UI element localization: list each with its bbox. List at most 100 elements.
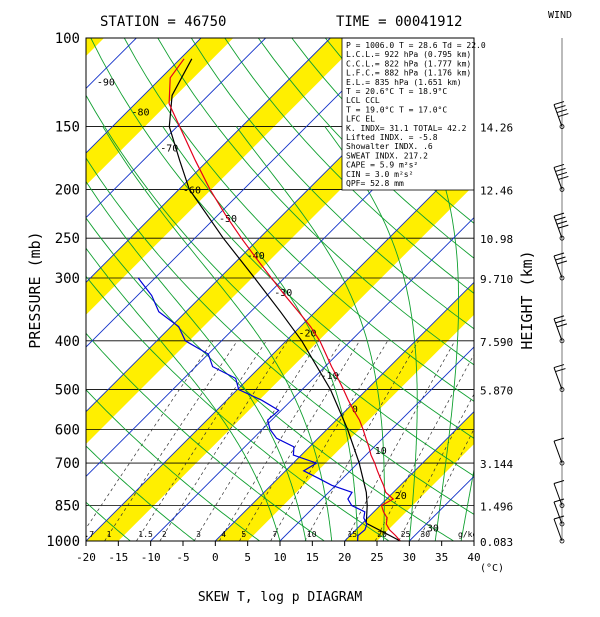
isotherm-label: -70 (160, 143, 178, 154)
mixing-ratio-label: 1.5 (138, 530, 153, 539)
moist-adiabat (421, 126, 460, 541)
temperature-tick-label: 35 (435, 551, 448, 564)
wind-barb-feather (558, 224, 569, 229)
index-line: Lifted INDX. = -5.8 (346, 133, 438, 142)
wind-barb-station (559, 538, 565, 544)
dry-adiabat (86, 275, 390, 541)
moist-adiabat (460, 467, 474, 541)
isotherm-line (86, 152, 474, 541)
isotherm-line (86, 38, 202, 154)
wind-barb-feather (553, 163, 565, 168)
dry-adiabat (190, 38, 474, 330)
wind-barb-shaft (553, 440, 563, 464)
pressure-tick-label: 200 (55, 182, 80, 198)
isotherm-line (150, 217, 474, 541)
wind-barb-shaft (553, 167, 563, 190)
dry-adiabat (90, 38, 474, 439)
temperature-tick-label: 25 (370, 551, 383, 564)
mixing-ratio-line (398, 393, 474, 541)
dewpoint-curve (137, 277, 368, 541)
temperature-tick-label: 20 (338, 551, 351, 564)
height-tick-label: 1.496 (480, 500, 513, 513)
wind-barb-feather (553, 498, 565, 503)
indices-background (341, 37, 475, 191)
pressure-tick-label: 850 (55, 498, 80, 514)
mixing-ratio-line (218, 340, 342, 541)
y-axis-label-left: PRESSURE (mb) (26, 231, 44, 348)
pressure-tick-label: 400 (55, 334, 80, 350)
temperature-tick-label: 15 (306, 551, 319, 564)
moist-adiabat (324, 126, 418, 541)
mixing-ratio-label: 2 (162, 530, 167, 539)
pressure-tick-label: 100 (55, 31, 80, 47)
wind-barb-feather (556, 171, 568, 176)
index-line: CAPE = 5.9 m²s² (346, 161, 418, 170)
pressure-tick-label: 300 (55, 271, 80, 287)
mixing-ratio-label: 30 (420, 530, 430, 539)
parcel-curve (168, 58, 401, 541)
wind-barb-feather (553, 315, 565, 320)
dry-adiabat (86, 217, 454, 541)
wind-barb-shaft (553, 367, 563, 390)
temperature-tick-label: -20 (76, 551, 96, 564)
dry-adiabat (86, 501, 131, 541)
wind-barb-shaft (553, 318, 563, 342)
isotherm-line (86, 38, 266, 219)
dry-adiabat (86, 445, 196, 541)
isotherm-label: -20 (299, 328, 317, 339)
mixing-ratio-line (304, 340, 419, 541)
temperature-tick-label: -10 (141, 551, 161, 564)
wind-barb-station (559, 387, 565, 392)
pressure-tick-label: 150 (55, 120, 80, 136)
index-line: L.C.L.= 922 hPa (0.795 km) (346, 50, 471, 59)
wind-barb-feather (553, 252, 565, 257)
isotherm-line (279, 346, 474, 541)
temperature-tick-label: -15 (108, 551, 128, 564)
stripe-band (86, 38, 234, 186)
temperature-tick-label: 40 (467, 551, 480, 564)
temperature-curve (168, 58, 401, 541)
isotherm-label: 0 (352, 404, 358, 415)
mixing-ratio-label: 5 (241, 530, 246, 539)
isotherm-label: -10 (321, 371, 339, 382)
dry-adiabat (157, 38, 474, 366)
station-label: STATION = 46750 (100, 14, 226, 30)
wind-barb-feather (558, 113, 569, 118)
wind-barb-station (559, 275, 565, 281)
wind-barb-feather (555, 167, 566, 172)
wind-barb-station (559, 124, 565, 129)
height-tick-label: 12.46 (480, 184, 513, 197)
mixing-ratio-label: 7 (273, 530, 278, 539)
wind-barb-feather (553, 480, 565, 484)
dry-adiabat (86, 94, 474, 477)
isotherm-label: -90 (97, 77, 115, 88)
mixing-ratio-label: 4 (221, 530, 226, 539)
wind-barb-feather (556, 260, 568, 265)
dry-adiabat (593, 38, 600, 541)
wind-barb-feather (558, 175, 569, 180)
dry-adiabat (86, 332, 325, 541)
height-tick-label: 0.083 (480, 536, 513, 549)
wind-barb-column (553, 38, 569, 544)
wind-title: WIND (548, 10, 572, 21)
temperature-tick-label: 5 (244, 551, 251, 564)
wind-barb-feather (556, 109, 568, 114)
wind-barb-feather (555, 105, 566, 110)
isobars (86, 38, 474, 541)
isotherm-label: 20 (395, 491, 407, 502)
index-line: T = 19.0°C T = 17.0°C (346, 105, 447, 114)
height-tick-label: 7.590 (480, 336, 513, 349)
moist-adiabat (86, 247, 281, 541)
wind-barb-shaft (553, 255, 563, 279)
mixing-ratio-label: g/kg (458, 530, 477, 539)
mixing-ratio-line (345, 340, 456, 541)
temperature-tick-label: -5 (176, 551, 189, 564)
wind-barb-feather (553, 437, 565, 442)
height-tick-label: 5.870 (480, 385, 513, 398)
stability-indices-box: P = 1006.0 T = 28.6 Td = 22.0L.C.L.= 922… (341, 37, 486, 191)
dry-adiabat (224, 38, 474, 294)
mixing-ratio-label: 10 (307, 530, 317, 539)
height-tick-label: 10.98 (480, 233, 513, 246)
wind-barb-feather (556, 220, 568, 225)
